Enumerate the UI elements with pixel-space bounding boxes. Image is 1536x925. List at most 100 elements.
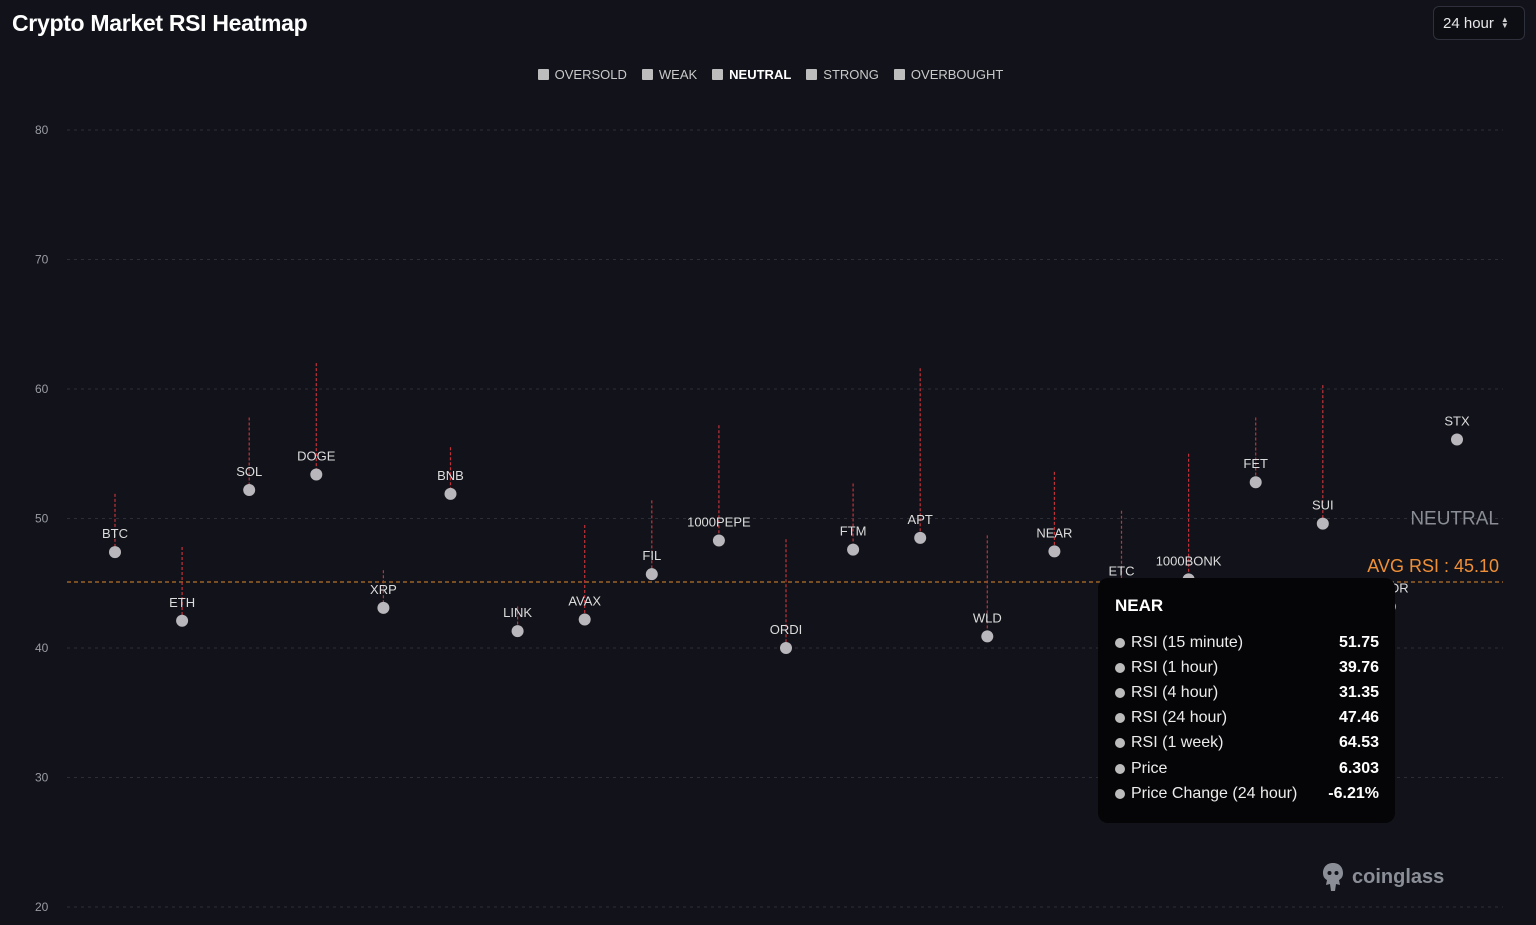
tooltip-label: Price	[1131, 759, 1168, 777]
chevron-up-down-icon: ▲ ▼	[1500, 15, 1509, 30]
tooltip-row: RSI (15 minute) 51.75	[1115, 630, 1379, 655]
data-point	[712, 534, 725, 547]
avg-rsi-label: AVG RSI : 45.10	[1367, 556, 1499, 576]
data-point	[1249, 476, 1262, 489]
chart-tooltip: NEAR RSI (15 minute) 51.75 RSI (1 hour) …	[1098, 578, 1395, 823]
legend-item-neutral[interactable]: NEUTRAL	[712, 67, 791, 82]
y-tick-label: 30	[35, 771, 49, 785]
legend-swatch-icon	[806, 69, 818, 80]
tooltip-value: 47.46	[1338, 709, 1379, 727]
data-point	[1451, 433, 1463, 446]
point-label: NEAR	[1036, 525, 1072, 540]
bullet-dot-icon	[1115, 662, 1125, 673]
legend-label: OVERBOUGHT	[910, 67, 1004, 82]
tooltip-label: RSI (4 hour)	[1131, 683, 1219, 701]
tooltip-label: RSI (1 week)	[1131, 734, 1224, 752]
coinglass-logo-icon	[1323, 863, 1343, 891]
data-point	[780, 642, 792, 654]
legend-label: STRONG	[823, 67, 879, 82]
legend-item-oversold[interactable]: OVERSOLD	[537, 67, 627, 82]
point-label: 1000PEPE	[687, 515, 751, 530]
point-label: APT	[908, 512, 933, 527]
point-label: BNB	[437, 468, 464, 483]
tooltip-value: 64.53	[1338, 734, 1379, 752]
y-tick-label: 50	[35, 512, 49, 526]
point-label: LINK	[503, 605, 532, 620]
tooltip-row: RSI (4 hour) 31.35	[1115, 680, 1379, 705]
legend-item-weak[interactable]: WEAK	[641, 67, 698, 82]
brand-watermark: coinglass	[1320, 862, 1444, 892]
legend-item-overbought[interactable]: OVERBOUGHT	[893, 67, 1004, 82]
tooltip-value: 51.75	[1338, 633, 1379, 651]
bullet-dot-icon	[1115, 788, 1125, 799]
tooltip-row: Price Change (24 hour) -6.21%	[1115, 781, 1379, 806]
point-label: WLD	[973, 610, 1002, 625]
tooltip-label: Price Change (24 hour)	[1131, 784, 1298, 802]
data-point	[109, 546, 121, 559]
y-tick-label: 40	[35, 641, 49, 655]
bullet-dot-icon	[1115, 763, 1125, 774]
legend-swatch-icon	[641, 69, 653, 80]
legend-label: WEAK	[658, 67, 698, 82]
legend-swatch-icon	[537, 69, 549, 80]
brand-name: coinglass	[1352, 865, 1445, 888]
legend-label: NEUTRAL	[729, 67, 792, 82]
y-tick-label: 80	[35, 123, 49, 137]
tooltip-title: NEAR	[1115, 596, 1164, 615]
point-label: BTC	[102, 526, 128, 541]
y-tick-label: 70	[35, 253, 49, 267]
point-label: STX	[1444, 414, 1470, 429]
point-label: DOGE	[297, 448, 336, 463]
tooltip-label: RSI (15 minute)	[1131, 633, 1244, 651]
page-title: Crypto Market RSI Heatmap	[12, 10, 308, 36]
tooltip-label: RSI (24 hour)	[1131, 709, 1228, 727]
data-point	[377, 601, 390, 614]
data-point	[847, 543, 860, 556]
data-point	[1316, 517, 1329, 530]
timeframe-select-value: 24 hour	[1443, 14, 1494, 32]
legend-item-strong[interactable]: STRONG	[806, 67, 879, 82]
point-label: ORDI	[770, 622, 803, 637]
tooltip-value: 31.35	[1338, 683, 1379, 701]
data-point	[511, 625, 524, 638]
point-label: SUI	[1312, 498, 1334, 513]
y-tick-label: 20	[35, 900, 49, 914]
data-point	[645, 568, 658, 581]
zone-label: NEUTRAL	[1410, 509, 1499, 530]
tooltip-value: 39.76	[1338, 658, 1379, 676]
point-label: AVAX	[568, 594, 601, 609]
legend-label: OVERSOLD	[554, 67, 627, 82]
data-point	[981, 630, 994, 643]
bullet-dot-icon	[1115, 713, 1125, 724]
point-label: FIL	[642, 548, 661, 563]
point-label: ETC	[1109, 564, 1135, 579]
tooltip-row: RSI (24 hour) 47.46	[1115, 706, 1379, 731]
bullet-dot-icon	[1115, 637, 1125, 648]
data-point	[914, 531, 927, 544]
tooltip-row: RSI (1 week) 64.53	[1115, 731, 1379, 756]
point-label: ETH	[169, 595, 195, 610]
tooltip-value: -6.21%	[1328, 784, 1379, 802]
timeframe-select[interactable]: 24 hour ▲ ▼	[1433, 6, 1525, 40]
y-tick-label: 60	[35, 382, 49, 396]
data-point	[310, 468, 323, 481]
tooltip-label: RSI (1 hour)	[1131, 658, 1219, 676]
data-point	[578, 613, 591, 626]
legend-swatch-icon	[893, 69, 905, 80]
data-point	[243, 484, 256, 497]
bullet-dot-icon	[1115, 687, 1125, 698]
point-label: FTM	[840, 524, 867, 539]
tooltip-row: Price 6.303	[1115, 756, 1379, 781]
legend-swatch-icon	[712, 69, 724, 80]
point-label: SOL	[236, 464, 262, 479]
point-label: XRP	[370, 582, 397, 597]
data-point	[176, 614, 189, 627]
data-point	[444, 487, 457, 500]
chart-legend: OVERSOLD WEAK NEUTRAL STRONG OVERBOUGHT	[0, 67, 1536, 82]
point-label: FET	[1243, 456, 1268, 471]
data-point	[1048, 545, 1061, 558]
tooltip-row: RSI (1 hour) 39.76	[1115, 655, 1379, 680]
point-label: 1000BONK	[1156, 553, 1222, 568]
bullet-dot-icon	[1115, 738, 1125, 749]
tooltip-value: 6.303	[1338, 759, 1379, 777]
